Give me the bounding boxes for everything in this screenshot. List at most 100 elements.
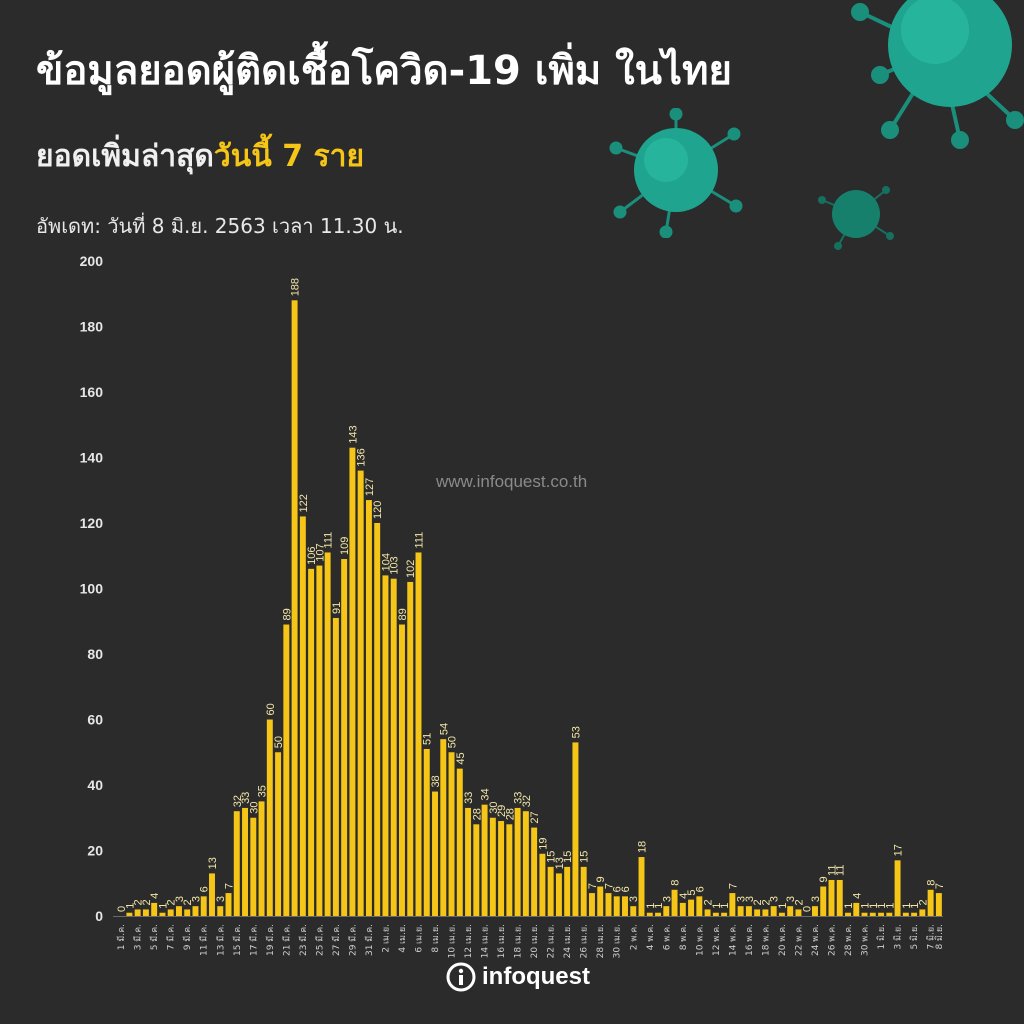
- bar: [275, 752, 282, 916]
- x-tick-label: 18 เม.ย.: [514, 924, 524, 958]
- bar-value-label: 17: [893, 844, 905, 856]
- bar: [473, 824, 480, 916]
- bar-value-label: 89: [397, 608, 409, 620]
- x-tick-label: 12 เม.ย.: [464, 924, 474, 958]
- bar-value-label: 0: [802, 906, 814, 912]
- logo-text: infoquest: [482, 963, 590, 990]
- bar-value-label: 2: [752, 899, 764, 905]
- bar: [349, 447, 356, 916]
- bar: [555, 873, 562, 916]
- bar-value-label: 34: [480, 788, 492, 800]
- bar: [770, 906, 777, 916]
- bar-value-label: 1: [909, 903, 921, 909]
- bar-value-label: 109: [339, 537, 351, 555]
- bar-value-label: 13: [554, 857, 566, 869]
- bar: [448, 752, 455, 916]
- x-tick-label: 26 เม.ย.: [580, 924, 590, 958]
- bar-value-label: 13: [207, 857, 219, 869]
- bar-value-label: 11: [835, 865, 847, 876]
- x-tick-label: 30 เม.ย.: [613, 924, 623, 958]
- x-tick-label: 20 พ.ค.: [778, 924, 788, 956]
- x-tick-label: 1 มิ.ย.: [876, 924, 887, 950]
- bar: [547, 866, 554, 917]
- x-tick-label: 16 พ.ค.: [745, 924, 755, 956]
- bar: [845, 912, 851, 916]
- bar-value-label: 1: [653, 903, 665, 909]
- bar: [638, 857, 645, 916]
- bar: [489, 817, 496, 916]
- bar: [737, 906, 744, 916]
- bar: [572, 742, 579, 916]
- bar-value-label: 8: [670, 880, 682, 886]
- bar: [399, 624, 405, 916]
- bar: [828, 879, 835, 916]
- bar-value-label: 27: [529, 811, 541, 823]
- y-tick-label: 40: [87, 777, 103, 793]
- x-tick-label: 22 เม.ย.: [547, 924, 557, 958]
- bar: [597, 886, 604, 916]
- bar: [911, 912, 918, 916]
- bar: [795, 909, 802, 916]
- infoquest-logo: infoquest: [446, 962, 590, 992]
- bar: [142, 909, 149, 916]
- x-tick-label: 12 พ.ค.: [712, 924, 722, 956]
- bar: [588, 893, 595, 916]
- bar: [622, 896, 628, 916]
- bar: [151, 902, 158, 916]
- bar-value-label: 122: [298, 494, 310, 512]
- bar-value-label: 6: [694, 886, 706, 892]
- bar-value-label: 136: [356, 448, 368, 466]
- bar-value-label: 2: [917, 899, 929, 905]
- bar: [613, 896, 620, 916]
- update-timestamp: อัพเดท: วันที่ 8 มิ.ย. 2563 เวลา 11.30 น…: [36, 214, 404, 238]
- x-tick-label: 23 มี.ค.: [298, 924, 309, 956]
- bar-value-label: 1: [124, 903, 136, 909]
- x-tick-label: 6 พ.ค.: [662, 924, 672, 950]
- bar-value-label: 3: [736, 896, 748, 902]
- bar: [787, 906, 794, 916]
- bar: [200, 896, 207, 916]
- y-tick-label: 100: [80, 581, 104, 597]
- x-tick-label: 10 พ.ค.: [695, 924, 705, 956]
- y-tick-label: 180: [80, 319, 104, 335]
- bar-value-label: 7: [727, 883, 739, 889]
- bar-value-label: 111: [323, 532, 335, 549]
- x-tick-label: 8 เม.ย.: [431, 924, 441, 953]
- bar: [663, 906, 670, 916]
- bar: [291, 300, 298, 916]
- bar-value-label: 2: [166, 899, 178, 905]
- x-tick-label: 2 เม.ย.: [381, 924, 391, 953]
- x-tick-label: 31 มี.ค.: [364, 924, 375, 956]
- bar-value-label: 15: [579, 851, 591, 863]
- x-tick-label: 5 มี.ค.: [149, 924, 160, 950]
- bar-value-label: 6: [612, 886, 624, 892]
- x-tick-label: 5 มิ.ย.: [909, 924, 920, 950]
- y-tick-label: 200: [80, 253, 104, 269]
- bar-value-label: 120: [372, 501, 384, 519]
- bar: [812, 906, 818, 916]
- bar: [539, 853, 546, 916]
- bar: [217, 906, 224, 916]
- bar: [935, 893, 942, 916]
- bar-value-label: 60: [265, 703, 277, 715]
- bar: [456, 768, 463, 917]
- virus-illustration-large: [851, 0, 1024, 149]
- bar-value-label: 3: [215, 896, 227, 902]
- bar-value-label: 29: [496, 805, 508, 817]
- x-tick-label: 16 เม.ย.: [497, 924, 507, 958]
- x-tick-label: 24 เม.ย.: [563, 924, 573, 958]
- bar-value-label: 3: [190, 896, 202, 902]
- bar-value-label: 11: [826, 865, 838, 876]
- bar-value-label: 7: [934, 883, 946, 889]
- bar-value-label: 7: [224, 883, 236, 889]
- bar: [365, 500, 372, 916]
- bar: [754, 909, 761, 916]
- bar: [175, 906, 182, 916]
- x-tick-label: 28 เม.ย.: [596, 924, 606, 958]
- bar-value-label: 38: [430, 775, 442, 787]
- bar: [465, 807, 472, 916]
- y-tick-label: 140: [80, 450, 104, 466]
- subtitle-prefix: ยอดเพิ่มล่าสุด: [36, 139, 214, 174]
- y-tick-label: 120: [80, 515, 104, 531]
- bar-value-label: 9: [595, 876, 607, 882]
